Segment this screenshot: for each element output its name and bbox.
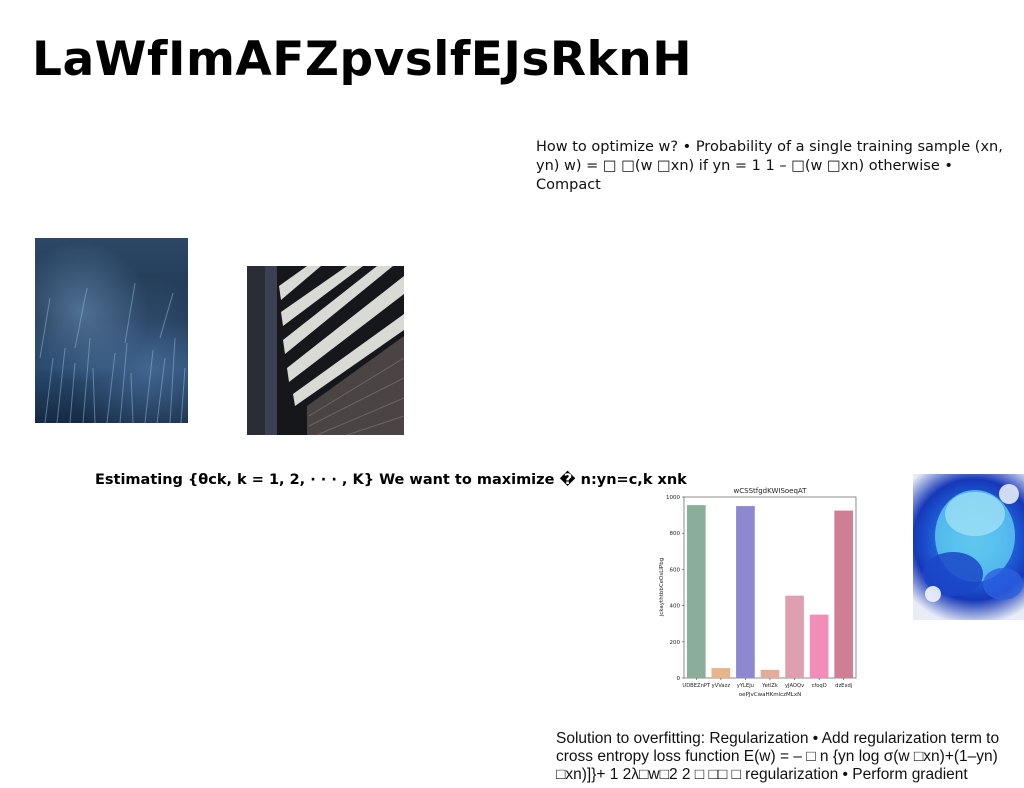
bar-chart: wCSStfgdKWISoeqAT 0 200 400 600 800 1000 UDBE… <box>659 487 857 698</box>
y-axis-ticks: 0 200 400 600 800 1000 <box>666 495 684 682</box>
x-axis-ticks: UDBEZnPT yVVazz yYLEJu YetiZk yJAOQv cfoqD dzE… <box>682 678 852 689</box>
x-tick-label: yVVazz <box>712 683 731 689</box>
photo-architecture <box>247 266 404 435</box>
text-block-regularization: Solution to overfitting: Regularization … <box>556 730 1000 783</box>
text-block-optimize-w: How to optimize w? • Probability of a si… <box>536 139 1003 193</box>
x-tick-label: YetiZk <box>761 683 778 689</box>
y-tick-label: 600 <box>670 567 681 573</box>
chart-y-label: jckaythtbbCeOsLIPbg <box>659 558 665 617</box>
y-tick-label: 400 <box>670 604 681 610</box>
text-block-estimating-theta: Estimating {θck, k = 1, 2, · · · , K} We… <box>95 472 687 488</box>
x-tick-label: yJAOQv <box>785 683 804 689</box>
bars <box>686 505 854 678</box>
bar-cfoqD <box>809 614 829 678</box>
y-tick-label: 800 <box>670 531 681 537</box>
photo-blue-glass <box>913 474 1024 620</box>
bar-dzExdj <box>834 510 854 678</box>
bar-yYLEJu <box>736 506 755 678</box>
chart-title: wCSStfgdKWISoeqAT <box>734 487 808 495</box>
x-tick-label: UDBEZnPT <box>682 683 711 689</box>
x-tick-label: yYLEJu <box>737 683 754 689</box>
y-tick-label: 1000 <box>666 495 680 501</box>
photo-blue-plants <box>35 238 188 423</box>
x-tick-label: dzExdj <box>835 683 852 689</box>
bar-YetiZk <box>760 669 780 678</box>
page-title: LaWfImAFZpvslfEJsRknH <box>32 32 693 87</box>
bar-yVVazz <box>711 668 731 678</box>
x-tick-label: cfoqD <box>812 683 827 689</box>
y-tick-label: 200 <box>670 640 681 646</box>
chart-plot-frame <box>683 496 857 679</box>
bar-yJAOQv <box>785 595 804 678</box>
y-tick-label: 0 <box>677 676 681 682</box>
chart-x-label: oePJvCwaHKmlczMLxN <box>739 692 801 698</box>
bar-UDBEZnPT <box>686 505 706 678</box>
